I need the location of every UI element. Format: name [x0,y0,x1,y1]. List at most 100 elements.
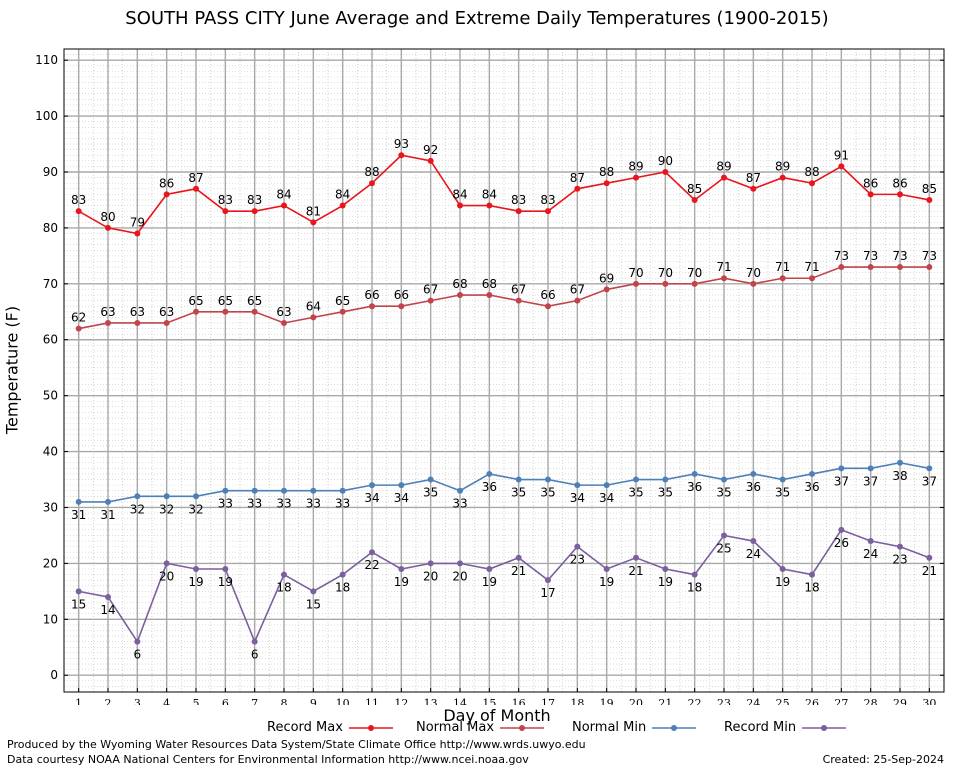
y-tick-label: 110 [35,53,58,67]
data-point-record-min [809,571,815,578]
data-label-record-min: 21 [922,564,937,578]
y-tick-label: 30 [43,500,58,514]
y-tick-label: 70 [43,277,58,291]
data-label-record-max: 93 [394,137,409,151]
footer-data-courtesy: Data courtesy NOAA National Centers for … [7,753,529,766]
x-tick-label: 25 [776,697,790,705]
data-point-record-max [809,180,815,187]
data-point-record-max [427,157,434,164]
data-label-record-min: 24 [863,547,878,561]
data-label-record-min: 18 [804,581,819,595]
data-point-record-min [222,565,229,572]
data-label-normal-min: 35 [511,486,526,500]
data-point-record-min [457,560,463,567]
data-label-record-min: 20 [452,569,467,583]
data-point-record-min [603,565,610,572]
data-label-normal-min: 34 [570,491,585,505]
data-label-normal-max: 71 [804,260,819,274]
data-label-record-min: 24 [746,547,761,561]
data-label-record-min: 22 [364,558,379,572]
data-point-normal-min [838,465,845,472]
data-point-record-max [779,174,786,181]
x-tick-label: 2 [105,697,112,705]
data-label-normal-max: 67 [511,283,526,297]
data-point-record-max [163,191,170,198]
data-point-record-max [750,185,757,192]
data-label-record-min: 26 [834,536,849,550]
data-point-record-max [691,196,698,203]
data-label-record-max: 89 [628,160,643,174]
x-tick-label: 10 [336,697,350,705]
data-point-normal-max [545,303,551,310]
data-label-normal-min: 35 [775,486,790,500]
data-label-record-min: 20 [423,569,438,583]
data-label-record-max: 80 [100,210,115,224]
data-label-record-max: 90 [658,154,673,168]
data-point-normal-max [897,264,903,271]
data-label-normal-min: 33 [218,497,233,511]
x-tick-label: 28 [864,697,878,705]
data-point-normal-max [281,319,287,326]
data-label-normal-max: 63 [130,305,145,319]
y-tick-label: 100 [35,109,58,123]
data-label-normal-min: 36 [482,480,497,494]
data-label-record-max: 87 [746,171,761,185]
x-tick-label: 5 [193,697,200,705]
x-axis-label: Day of Month [443,706,551,725]
data-label-record-max: 91 [834,148,849,162]
data-label-record-min: 18 [687,581,702,595]
major-grid [64,49,944,692]
data-point-normal-max [574,297,581,304]
series-line-record-max [78,154,930,235]
data-point-normal-min [750,470,757,477]
data-label-normal-min: 35 [716,486,731,500]
x-tick-label: 16 [512,697,526,705]
data-point-normal-max [134,319,141,326]
data-point-record-min [281,571,287,578]
data-label-record-max: 83 [71,193,86,207]
data-label-normal-min: 34 [599,491,614,505]
data-point-normal-max [427,297,434,304]
x-tick-label: 1 [75,697,82,705]
data-point-normal-max [251,308,258,315]
data-label-normal-max: 62 [71,311,86,325]
y-tick-label: 40 [43,445,58,459]
legend-item-record-min: Record Min [724,720,847,735]
data-label-normal-min: 32 [130,502,145,516]
y-tick-label: 0 [50,668,58,682]
data-point-record-max [310,219,317,226]
data-point-normal-max [779,275,786,282]
data-point-normal-min [427,476,434,483]
data-point-record-min [193,565,199,572]
legend-marker-record-max [348,724,393,731]
data-label-normal-max: 65 [218,294,233,308]
data-label-record-min: 17 [540,586,555,600]
data-point-normal-max [633,280,639,287]
data-point-normal-min [926,465,933,472]
data-label-normal-min: 33 [276,497,291,511]
data-point-normal-min [867,465,874,472]
data-point-record-max [838,163,845,170]
data-label-normal-min: 34 [394,491,409,505]
x-tick-label: 26 [805,697,819,705]
data-point-record-min [867,538,874,545]
data-point-record-min [134,638,141,645]
y-tick-label: 90 [43,165,58,179]
data-label-normal-max: 65 [247,294,262,308]
plot-frame [63,48,945,693]
data-label-record-max: 84 [452,188,467,202]
y-tick-label: 10 [43,612,58,626]
data-label-record-min: 19 [775,575,790,589]
data-point-normal-min [134,493,141,500]
data-point-normal-min [75,498,82,505]
y-tick-label: 80 [43,221,58,235]
data-label-normal-max: 70 [658,266,673,280]
data-point-record-max [926,196,933,203]
data-label-normal-min: 33 [247,497,262,511]
data-point-normal-min [222,487,229,494]
legend-label-record-max: Record Max [267,720,343,735]
data-label-normal-max: 67 [570,283,585,297]
data-point-record-min [750,538,757,545]
data-label-normal-min: 33 [452,497,467,511]
